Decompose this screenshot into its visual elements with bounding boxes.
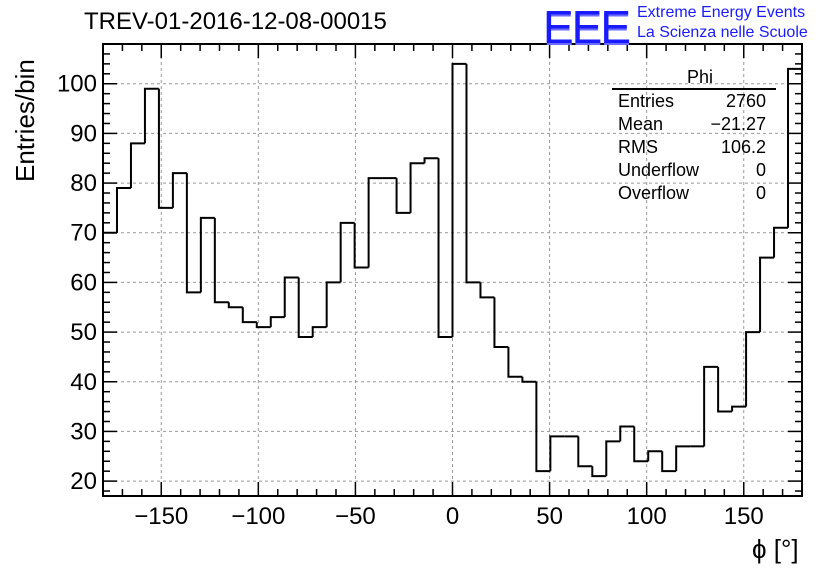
x-tick-label: 50 — [536, 503, 563, 530]
eee-logo: EEE — [543, 1, 631, 53]
histogram-bin — [619, 425, 635, 442]
y-tick-label: 30 — [70, 418, 97, 445]
histogram-bin — [227, 302, 243, 309]
x-tick-label: −50 — [335, 503, 376, 530]
histogram-bin — [773, 226, 789, 258]
y-tick-label: 80 — [70, 170, 97, 197]
y-tick-label: 20 — [70, 468, 97, 495]
x-tick-label: −100 — [231, 503, 285, 530]
y-tick-label: 50 — [70, 319, 97, 346]
y-tick-label: 40 — [70, 369, 97, 396]
histogram-bin — [157, 88, 173, 209]
histogram-bin — [647, 450, 663, 462]
stats-value: 2760 — [725, 91, 766, 111]
y-tick-label: 90 — [70, 120, 97, 147]
x-axis-label: ϕ [°] — [752, 534, 799, 564]
histogram-bin — [507, 346, 523, 378]
histogram-bin — [423, 157, 439, 164]
y-tick-label: 100 — [57, 71, 97, 98]
chart-title: TREV-01-2016-12-08-00015 — [84, 8, 387, 35]
brand-line-1: Extreme Energy Events — [637, 4, 806, 21]
stats-label: RMS — [618, 137, 658, 157]
histogram-bin — [409, 162, 425, 213]
histogram-bin — [143, 87, 159, 144]
stats-name: Phi — [612, 66, 776, 90]
stats-label: Mean — [618, 114, 664, 134]
histogram-bin — [535, 381, 551, 473]
histogram-bin — [199, 216, 215, 293]
stats-value: 0 — [755, 183, 766, 203]
y-axis-label: Entries/bin — [10, 59, 40, 182]
stats-label: Entries — [618, 91, 675, 111]
histogram-bin — [675, 445, 691, 472]
histogram-bin — [325, 281, 341, 328]
histogram-bin — [661, 451, 677, 473]
histogram-bin — [493, 297, 509, 348]
histogram-bin — [451, 62, 467, 338]
histogram-bin — [521, 376, 537, 383]
tick-labels: −150 −100 −50 0 50 100 150 20 30 40 50 60 70 80 90 100 — [57, 71, 764, 530]
histogram-bin — [311, 326, 327, 338]
stats-value: 0 — [755, 160, 766, 180]
histogram-bin — [787, 67, 802, 228]
x-tick-label: 0 — [446, 503, 459, 530]
stats-row: Overflow 0 — [612, 182, 776, 205]
histogram-bin — [367, 177, 383, 268]
histogram-bin — [339, 221, 355, 283]
histogram-bin — [745, 331, 761, 407]
brand-line-2: La Scienza nelle Scuole — [637, 24, 808, 41]
histogram-bin — [465, 63, 481, 284]
axis-ticks — [103, 44, 802, 496]
histogram-bin — [255, 322, 271, 329]
stats-label: Underflow — [618, 160, 700, 180]
histogram-bin — [703, 365, 719, 447]
y-tick-label: 60 — [70, 269, 97, 296]
x-tick-label: 150 — [724, 503, 764, 530]
stats-label: Overflow — [618, 183, 690, 203]
stats-value: 106.2 — [720, 137, 766, 157]
histogram-bin — [549, 435, 565, 472]
stats-row: Mean −21.27 — [612, 113, 776, 136]
histogram-bin — [591, 466, 607, 478]
histogram-bin — [717, 366, 733, 413]
stats-row: RMS 106.2 — [612, 136, 776, 159]
histogram-bin — [353, 222, 369, 269]
stats-box: Phi Entries 2760 Mean −21.27 RMS 106.2 U… — [612, 66, 776, 205]
histogram-bin — [297, 277, 313, 339]
stats-row: Entries 2760 — [612, 90, 776, 113]
histogram-bin — [633, 426, 649, 463]
histogram — [103, 62, 802, 478]
histogram-bin — [283, 276, 299, 318]
histogram-bin — [129, 142, 145, 189]
stats-value: −21.27 — [710, 114, 766, 134]
histogram-bin — [437, 158, 453, 339]
histogram-bin — [479, 282, 495, 299]
histogram-bin — [185, 173, 201, 294]
y-tick-label: 70 — [70, 220, 97, 247]
histogram-bin — [269, 316, 285, 328]
histogram-bin — [171, 172, 187, 208]
histogram-bin — [577, 436, 593, 468]
x-tick-label: −150 — [134, 503, 188, 530]
histogram-bin — [241, 307, 257, 324]
histogram-bin — [731, 405, 747, 412]
histogram-bin — [759, 256, 775, 333]
histogram-bin — [115, 187, 131, 233]
histogram-bin — [213, 217, 229, 304]
stats-row: Underflow 0 — [612, 159, 776, 182]
histogram-bin — [605, 440, 621, 477]
histogram-bin — [395, 178, 411, 214]
x-tick-label: 100 — [627, 503, 667, 530]
